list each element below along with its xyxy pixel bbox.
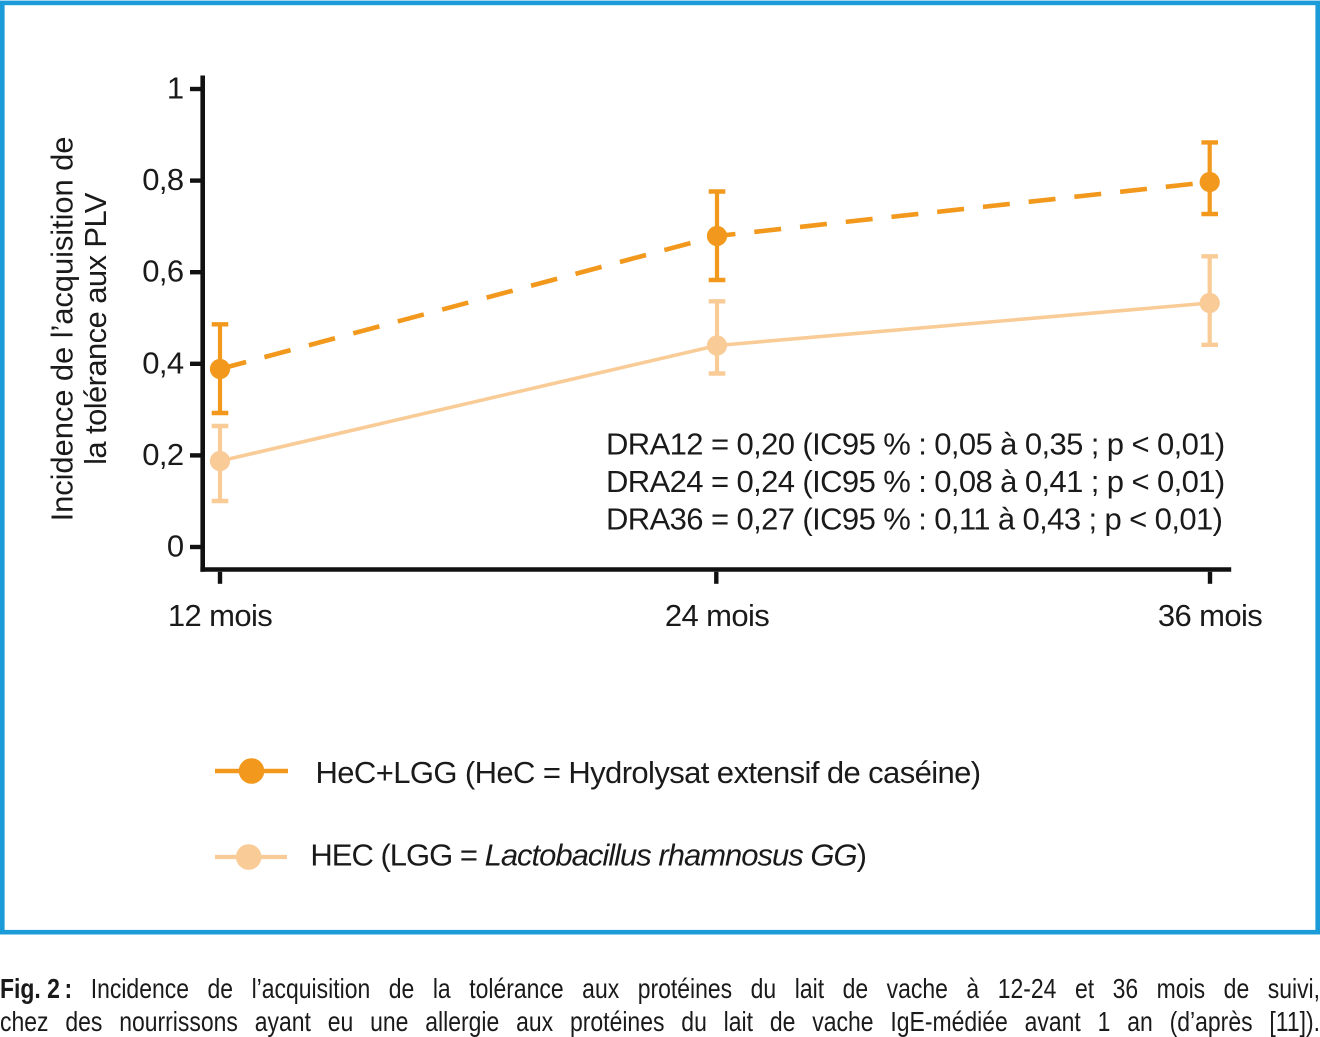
svg-text:0,6: 0,6 xyxy=(142,254,183,289)
svg-text:DRA36 = 0,27 (IC95 % : 0,11 à: DRA36 = 0,27 (IC95 % : 0,11 à 0,43 ; p <… xyxy=(606,502,1222,537)
svg-text:24 mois: 24 mois xyxy=(665,598,769,633)
svg-text:Incidence de l’acquisition de: Incidence de l’acquisition de xyxy=(45,137,80,522)
svg-text:la tolérance aux PLV: la tolérance aux PLV xyxy=(78,192,113,465)
svg-text:0,2: 0,2 xyxy=(142,437,183,472)
svg-text:HEC (LGG = Lactobacillus rhamn: HEC (LGG = Lactobacillus rhamnosus GG) xyxy=(310,837,866,872)
svg-text:0: 0 xyxy=(167,529,184,564)
svg-text:0,4: 0,4 xyxy=(142,345,184,380)
svg-text:1: 1 xyxy=(167,71,184,106)
svg-text:0,8: 0,8 xyxy=(142,162,183,197)
svg-text:DRA12 = 0,20 (IC95 % : 0,05 à: DRA12 = 0,20 (IC95 % : 0,05 à 0,35 ; p <… xyxy=(606,427,1225,462)
svg-text:HeC+LGG (HeC = Hydrolysat exte: HeC+LGG (HeC = Hydrolysat extensif de ca… xyxy=(316,755,981,790)
svg-text:12 mois: 12 mois xyxy=(168,598,272,633)
svg-text:DRA24 = 0,24 (IC95 % : 0,08 à: DRA24 = 0,24 (IC95 % : 0,08 à 0,41 ; p <… xyxy=(606,464,1225,499)
svg-text:36 mois: 36 mois xyxy=(1158,598,1262,633)
